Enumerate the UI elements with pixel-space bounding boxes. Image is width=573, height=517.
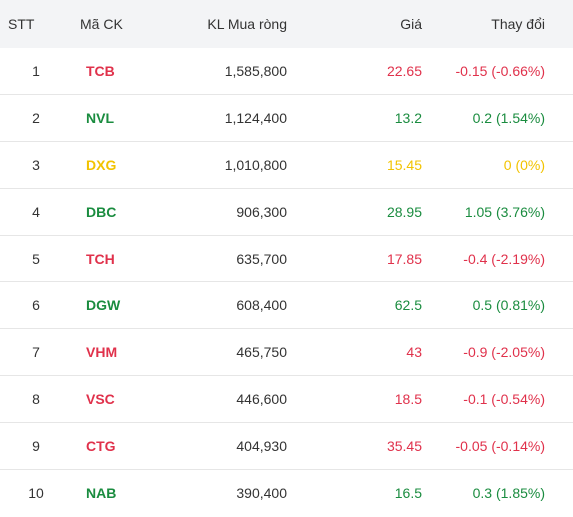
price-value: 13.2	[394, 109, 422, 126]
price-value: 16.5	[394, 485, 422, 502]
price-value: 17.85	[386, 250, 422, 267]
header-change[interactable]: Thay đổi	[491, 16, 545, 32]
table-row[interactable]: 2 NVL 1,124,400 13.2 0.2 (1.54%)	[0, 95, 573, 142]
stock-code-link[interactable]: TCB	[86, 62, 115, 79]
stock-code-link[interactable]: CTG	[86, 438, 116, 455]
row-stt: 6	[32, 297, 40, 314]
row-stt: 4	[32, 203, 40, 220]
table-row[interactable]: 10 NAB 390,400 16.5 0.3 (1.85%)	[0, 470, 573, 517]
table-row[interactable]: 6 DGW 608,400 62.5 0.5 (0.81%)	[0, 282, 573, 330]
table-row[interactable]: 5 TCH 635,700 17.85 -0.4 (-2.19%)	[0, 236, 573, 283]
net-buy-volume: 1,010,800	[224, 156, 287, 173]
table-header: STT Mã CK KL Mua ròng Giá Thay đổi	[0, 0, 573, 48]
change-value: -0.9 (-2.05%)	[463, 344, 545, 361]
price-value: 18.5	[394, 391, 422, 408]
stock-code-link[interactable]: NVL	[86, 109, 114, 126]
price-value: 15.45	[386, 156, 422, 173]
net-buy-volume: 465,750	[236, 344, 287, 361]
header-code[interactable]: Mã CK	[80, 16, 123, 32]
stock-code-link[interactable]: DXG	[86, 156, 117, 173]
price-value: 62.5	[394, 297, 422, 314]
net-buy-volume: 635,700	[236, 250, 287, 267]
change-value: 0.5 (0.81%)	[472, 297, 545, 314]
stock-code-link[interactable]: TCH	[86, 250, 115, 267]
table-row[interactable]: 7 VHM 465,750 43 -0.9 (-2.05%)	[0, 329, 573, 377]
header-volume[interactable]: KL Mua ròng	[207, 16, 287, 32]
price-value: 35.45	[386, 438, 422, 455]
header-stt[interactable]: STT	[8, 16, 35, 32]
net-buy-volume: 1,124,400	[224, 109, 287, 126]
table-body: 1 TCB 1,585,800 22.65 -0.15 (-0.66%) 2 NVL 1,12…	[0, 48, 573, 517]
table-row[interactable]: 8 VSC 446,600 18.5 -0.1 (-0.54%)	[0, 376, 573, 424]
net-buy-volume: 390,400	[236, 485, 287, 502]
table-row[interactable]: 3 DXG 1,010,800 15.45 0 (0%)	[0, 142, 573, 189]
net-buy-volume: 404,930	[236, 438, 287, 455]
row-stt: 5	[32, 250, 40, 267]
price-value: 28.95	[386, 203, 422, 220]
net-buy-volume: 906,300	[236, 203, 287, 220]
row-stt: 3	[32, 156, 40, 173]
table-row[interactable]: 4 DBC 906,300 28.95 1.05 (3.76%)	[0, 189, 573, 236]
price-value: 22.65	[386, 62, 422, 79]
change-value: 0.3 (1.85%)	[472, 485, 545, 502]
stock-code-link[interactable]: NAB	[86, 485, 117, 502]
change-value: 0 (0%)	[503, 156, 545, 173]
change-value: 0.2 (1.54%)	[472, 109, 545, 126]
stock-code-link[interactable]: VHM	[86, 344, 118, 361]
row-stt: 7	[32, 344, 40, 361]
table-row[interactable]: 9 CTG 404,930 35.45 -0.05 (-0.14%)	[0, 423, 573, 471]
change-value: -0.05 (-0.14%)	[455, 438, 545, 455]
stock-code-link[interactable]: DGW	[86, 297, 121, 314]
stock-code-link[interactable]: VSC	[86, 391, 115, 408]
change-value: -0.1 (-0.54%)	[463, 391, 545, 408]
row-stt: 9	[32, 438, 40, 455]
table-row[interactable]: 1 TCB 1,585,800 22.65 -0.15 (-0.66%)	[0, 48, 573, 95]
change-value: 1.05 (3.76%)	[464, 203, 545, 220]
net-buy-volume: 1,585,800	[224, 62, 287, 79]
change-value: -0.4 (-2.19%)	[463, 250, 545, 267]
row-stt: 1	[32, 62, 40, 79]
row-stt: 2	[32, 109, 40, 126]
price-value: 43	[406, 344, 422, 361]
row-stt: 8	[32, 391, 40, 408]
change-value: -0.15 (-0.66%)	[455, 62, 545, 79]
net-buy-volume: 446,600	[236, 391, 287, 408]
stock-code-link[interactable]: DBC	[86, 203, 117, 220]
header-price[interactable]: Giá	[400, 16, 422, 32]
net-buy-volume: 608,400	[236, 297, 287, 314]
row-stt: 10	[28, 485, 44, 502]
